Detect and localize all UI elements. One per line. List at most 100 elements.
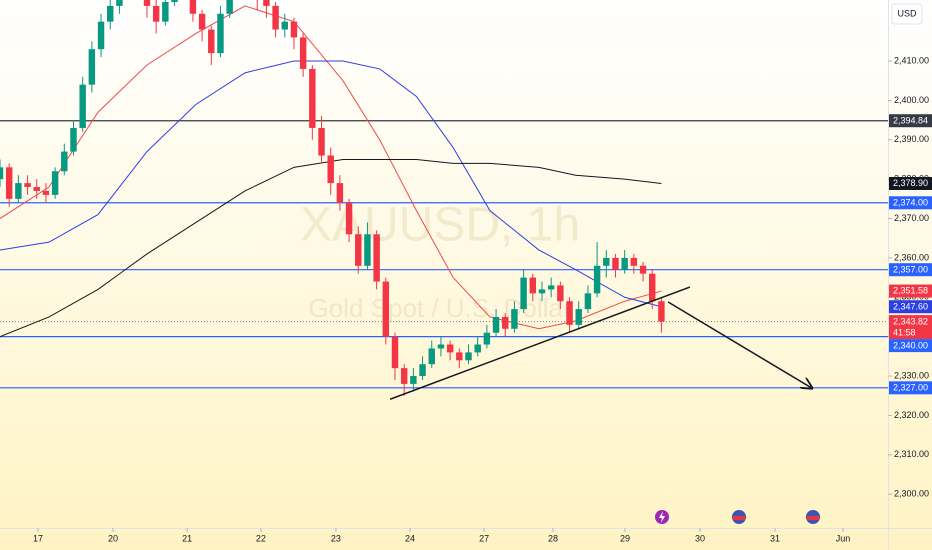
candle-body	[391, 336, 399, 369]
candle-body	[557, 285, 564, 302]
candle-body	[603, 257, 610, 266]
candle-body	[0, 167, 4, 180]
candle-body	[162, 1, 169, 22]
candle-body	[299, 37, 307, 69]
candle-body	[511, 309, 518, 329]
candle-body	[419, 364, 426, 377]
candle-body	[584, 293, 592, 310]
candle-body	[437, 344, 445, 349]
price-label-box	[889, 284, 932, 298]
candle-body	[208, 29, 215, 54]
candle-body	[529, 277, 537, 294]
candle-body	[446, 344, 454, 353]
currency-button[interactable]	[891, 3, 923, 25]
candle-body	[400, 368, 408, 384]
candle-body	[217, 13, 224, 54]
candle-body	[566, 301, 573, 325]
candle-body	[189, 0, 197, 14]
y-tick-label: 2,390.00	[894, 134, 929, 144]
candle-body	[171, 0, 178, 2]
x-tick-label: 27	[479, 533, 489, 543]
candle-body	[483, 332, 491, 345]
candle-body	[33, 187, 40, 191]
candle-body	[42, 190, 50, 195]
candle-body	[61, 151, 68, 172]
price-label: 2,343.82	[893, 316, 928, 326]
price-label: 2,357.00	[893, 264, 928, 274]
candle-body	[336, 183, 344, 203]
candle-body	[24, 183, 31, 188]
event-icons	[655, 510, 820, 524]
candle-body	[318, 127, 325, 156]
candle-body	[107, 5, 114, 22]
price-label: 2,394.84	[893, 115, 928, 125]
candle-body	[143, 0, 151, 6]
watermark-name: Gold Spot / U.S. Dollar	[309, 293, 572, 323]
x-tick-label: Jun	[836, 533, 851, 543]
candle-body	[465, 352, 472, 361]
candle-body	[309, 68, 316, 128]
candle-body	[226, 0, 233, 14]
candle-body	[51, 171, 59, 195]
event-icon-glyph	[733, 516, 745, 520]
candle-body	[593, 265, 601, 294]
y-tick-label: 2,320.00	[894, 410, 929, 420]
y-tick-label: 2,310.00	[894, 449, 929, 459]
candle-body	[649, 273, 656, 302]
candle-body	[281, 21, 288, 30]
price-label: 2,327.00	[893, 383, 928, 393]
candle-body	[345, 202, 353, 235]
candle-body	[538, 289, 546, 294]
candle-body	[198, 13, 206, 30]
y-tick-label: 2,330.00	[894, 370, 929, 380]
price-label: 2,374.00	[893, 197, 928, 207]
price-label-box	[889, 339, 932, 353]
candle-body	[152, 5, 160, 22]
price-label: 2,340.00	[893, 340, 928, 350]
price-label-box	[889, 300, 932, 314]
candle-body	[373, 234, 380, 282]
candle-body	[5, 167, 13, 199]
candle-body	[474, 344, 481, 353]
plot-pane	[0, 0, 888, 396]
x-tick-label: 30	[695, 533, 705, 543]
countdown: 41:58	[893, 327, 916, 337]
candle-body	[355, 234, 362, 266]
candle-body	[410, 376, 417, 384]
candle-body	[116, 0, 123, 6]
candle-body	[272, 5, 279, 30]
price-label-box	[889, 263, 932, 277]
candle-body	[79, 84, 86, 128]
price-label: 2,347.60	[893, 301, 928, 311]
price-label: 2,351.58	[893, 286, 928, 296]
moving-average	[0, 5, 662, 330]
candle-body	[456, 352, 463, 361]
price-label-box	[889, 315, 932, 340]
x-tick-label: 28	[548, 533, 558, 543]
candle-body	[327, 155, 334, 184]
x-tick-label: 23	[331, 533, 341, 543]
y-tick-label: 2,360.00	[894, 252, 929, 262]
x-tick-label: 24	[405, 533, 415, 543]
candle-body	[382, 281, 390, 337]
x-tick-label: 20	[108, 533, 118, 543]
x-tick-label: 31	[770, 533, 780, 543]
candle-body	[639, 265, 647, 274]
moving-average	[0, 158, 662, 338]
candle-body	[658, 301, 665, 322]
candle-body	[621, 257, 628, 270]
x-tick-label: 21	[182, 533, 192, 543]
candle-body	[547, 285, 555, 290]
y-tick-label: 2,370.00	[894, 213, 929, 223]
candle-body	[97, 21, 105, 50]
candle-body	[15, 183, 22, 199]
y-tick-label: 2,410.00	[894, 55, 929, 65]
y-tick-label: 2,400.00	[894, 95, 929, 105]
event-icon-glyph	[807, 516, 819, 520]
candle-body	[428, 348, 435, 365]
x-tick-label: 22	[256, 533, 266, 543]
y-tick-label: 2,300.00	[894, 489, 929, 499]
price-label-box	[889, 176, 932, 190]
